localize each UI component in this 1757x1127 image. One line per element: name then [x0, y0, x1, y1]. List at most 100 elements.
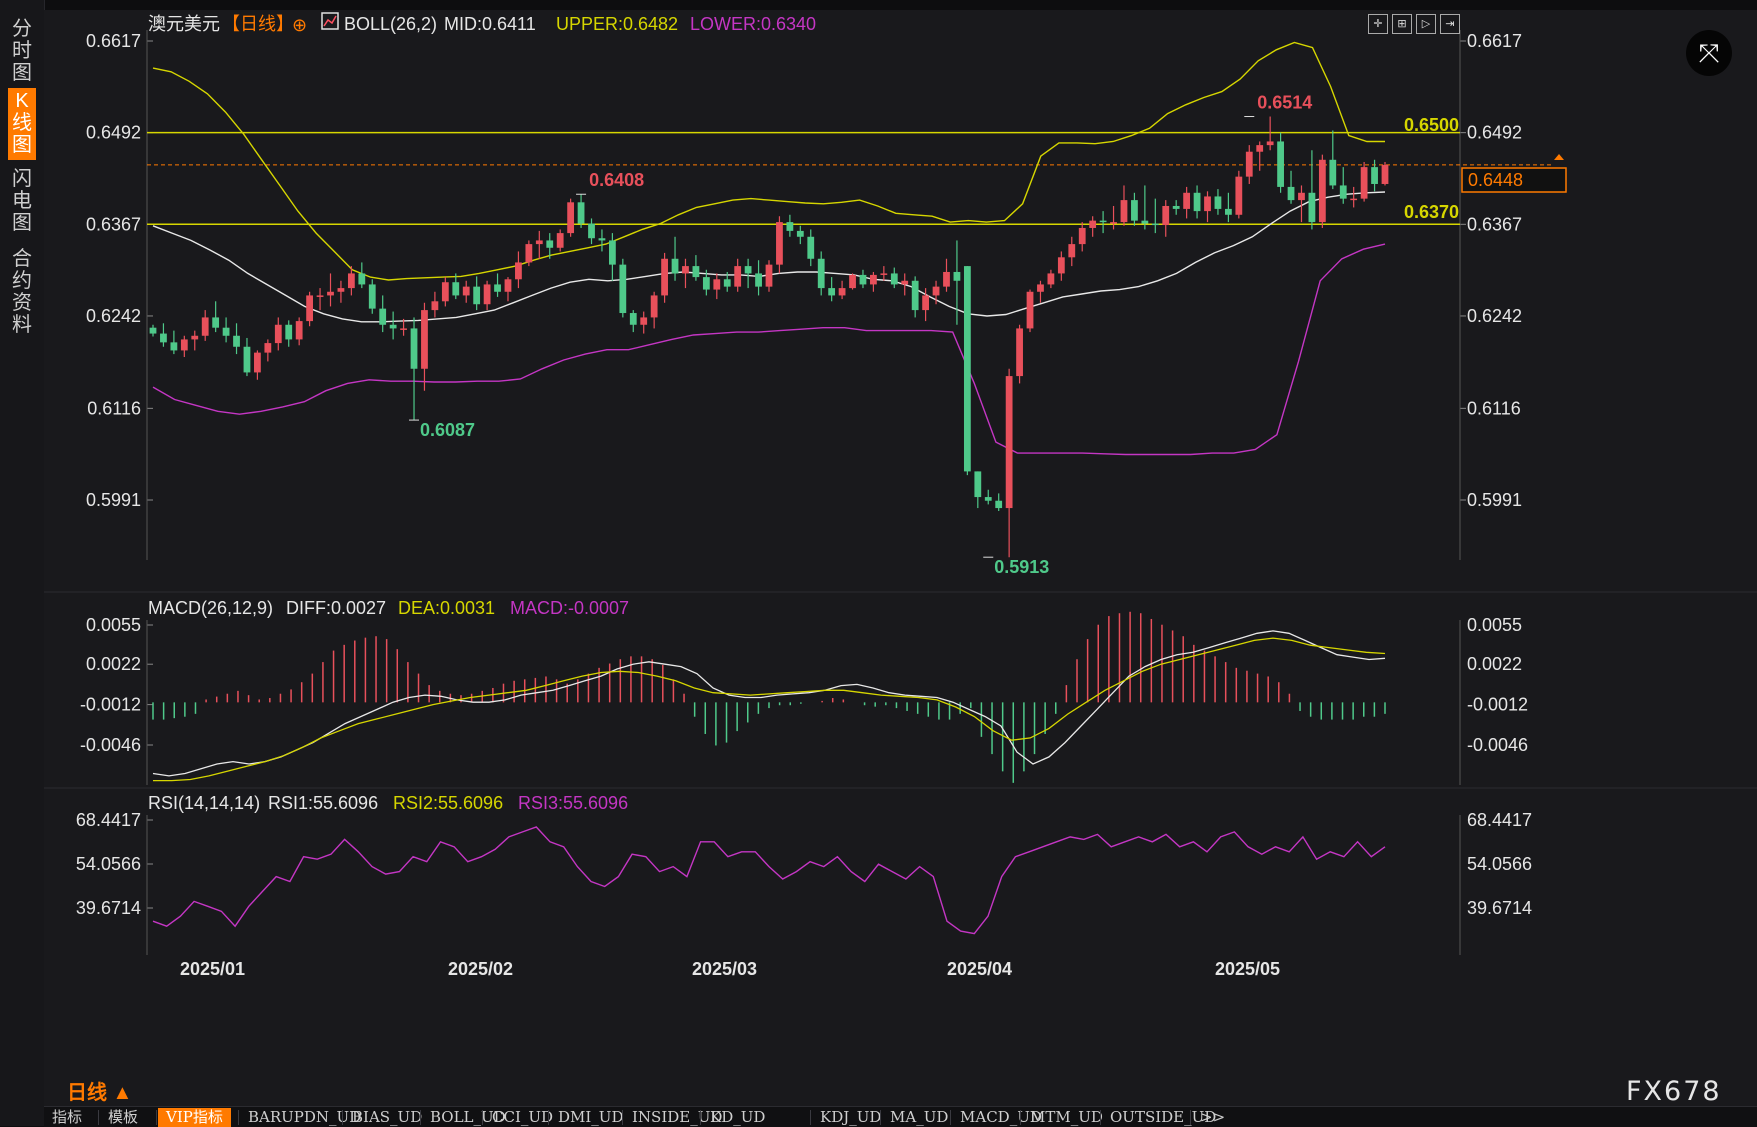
- macd-dea-value: DEA:0.0031: [398, 598, 495, 618]
- candle-down: [984, 497, 992, 501]
- indicator-tab-3[interactable]: BARUPDN_UD: [248, 1108, 362, 1126]
- indicator-tab-1[interactable]: 模板: [108, 1108, 139, 1126]
- candle-down: [233, 335, 240, 347]
- indicator-tab-2[interactable]: VIP指标: [158, 1108, 231, 1127]
- period-selector[interactable]: 日线 ▲: [67, 1082, 133, 1104]
- candle-up: [1037, 284, 1044, 292]
- candle-up: [337, 288, 345, 292]
- indicator-tab-7[interactable]: DMI_UD: [558, 1108, 624, 1126]
- indicator-tab-8[interactable]: INSIDE_UD: [632, 1108, 723, 1126]
- rsi-tick-left: 68.4417: [76, 810, 141, 830]
- boll-lower-line: [152, 243, 1386, 456]
- macd-hist-value: MACD:-0.0007: [510, 598, 629, 618]
- indicator-chart-icon[interactable]: [321, 12, 339, 30]
- indicator-tab-4[interactable]: BIAS_UD: [352, 1108, 423, 1126]
- date-label: 2025/05: [1215, 959, 1280, 979]
- indicator-tab-5[interactable]: BOLL_UD: [430, 1108, 506, 1126]
- rsi2-value: RSI2:55.6096: [393, 793, 503, 813]
- rsi-label: RSI(14,14,14): [148, 793, 260, 813]
- candle-up: [1204, 196, 1211, 212]
- candle-up: [1005, 376, 1013, 509]
- zoom-icon[interactable]: ⊞: [1392, 14, 1412, 34]
- indicator-tab-15[interactable]: >>: [1200, 1108, 1226, 1126]
- candle-up: [400, 328, 407, 330]
- candle-up: [1298, 192, 1305, 201]
- candle-up: [943, 271, 950, 287]
- rsi-tick-right: 54.0566: [1467, 854, 1532, 874]
- candle-down: [608, 240, 616, 265]
- boll-mid-line: [152, 191, 1386, 323]
- tab-separator: [1020, 1110, 1021, 1125]
- current-price-box: [1461, 167, 1567, 193]
- candle-up: [421, 310, 428, 369]
- rsi-tick-left: 54.0566: [76, 854, 141, 874]
- indicator-tab-14[interactable]: OUTSIDE_UD: [1110, 1108, 1217, 1126]
- candle-down: [598, 238, 606, 241]
- candle-down: [212, 317, 220, 328]
- add-symbol-icon[interactable]: ⊕: [292, 15, 307, 35]
- high-annotation-may: 0.6514: [1257, 93, 1312, 113]
- tab-contract-info[interactable]: 合约资料: [12, 248, 32, 336]
- candle-up: [556, 233, 564, 248]
- exit-fullscreen-icon[interactable]: ⤧: [1686, 30, 1732, 76]
- play-icon[interactable]: ▷: [1416, 14, 1436, 34]
- boll-mid-value: MID:0.6411: [444, 14, 536, 34]
- indicator-tab-0[interactable]: 指标: [52, 1108, 83, 1126]
- rsi-line: [152, 826, 1386, 935]
- price-tick-right: 0.5991: [1467, 490, 1522, 510]
- candle-down: [1287, 186, 1295, 201]
- candle-down: [755, 273, 762, 287]
- candle-down: [1224, 208, 1232, 215]
- candle-up: [734, 266, 742, 287]
- candle-up: [327, 291, 334, 296]
- boll-upper-line: [152, 41, 1385, 281]
- macd-tick-left: 0.0022: [86, 654, 141, 674]
- tab-flash-chart[interactable]: 闪电图: [12, 168, 32, 234]
- end-icon[interactable]: ⇥: [1440, 14, 1460, 34]
- indicator-chart-line-icon: [323, 15, 337, 27]
- candle-down: [160, 333, 167, 343]
- brand-watermark: FX678: [1626, 1076, 1722, 1107]
- tab-separator: [880, 1110, 881, 1125]
- candle-up: [1089, 220, 1097, 228]
- indicator-tab-9[interactable]: KD_UD: [710, 1108, 766, 1126]
- indicator-tab-6[interactable]: CCI_UD: [492, 1108, 554, 1126]
- tab-separator: [810, 1110, 811, 1125]
- candle-down: [588, 223, 595, 239]
- candle-up: [932, 286, 940, 296]
- indicator-tab-13[interactable]: MTM_UD: [1030, 1108, 1103, 1126]
- date-label: 2025/01: [180, 959, 245, 979]
- tab-separator: [622, 1110, 623, 1125]
- indicator-tab-11[interactable]: MA_UD: [890, 1108, 949, 1126]
- candle-up: [661, 258, 668, 296]
- candle-up: [640, 317, 648, 325]
- candle-up: [1256, 145, 1264, 152]
- candle-down: [285, 324, 293, 340]
- macd-label: MACD(26,12,9): [148, 598, 273, 618]
- candle-down: [1371, 167, 1378, 184]
- tab-separator: [950, 1110, 951, 1125]
- price-tick-left: 0.6617: [86, 31, 141, 51]
- tab-kline[interactable]: K线图: [8, 88, 36, 160]
- price-axes: 0.6617 0.6617 0.6492 0.6492 0.6367 0.6367 0.62…: [86, 30, 1522, 560]
- candle-up: [1266, 141, 1274, 146]
- tab-time-share[interactable]: 分时图: [12, 18, 32, 84]
- crosshair-icon[interactable]: ✛: [1368, 14, 1388, 34]
- candle-down: [890, 273, 898, 285]
- date-label: 2025/04: [947, 959, 1012, 979]
- indicator-tab-10[interactable]: KDJ_UD: [820, 1108, 882, 1126]
- rsi1-value: RSI1:55.6096: [268, 793, 378, 813]
- price-tick-left: 0.6367: [86, 214, 141, 234]
- candle-up: [535, 240, 543, 245]
- horizontal-levels: 0.6500 0.6370: [147, 115, 1552, 226]
- indicator-tab-12[interactable]: MACD_UD: [960, 1108, 1042, 1126]
- candle-up: [180, 339, 188, 351]
- boll-upper-value: UPPER:0.6482: [556, 14, 678, 34]
- candle-up: [441, 282, 449, 302]
- tab-separator: [342, 1110, 343, 1125]
- candle-down: [817, 258, 825, 289]
- bollinger-bands: [152, 41, 1386, 456]
- candle-down: [953, 271, 961, 281]
- rsi-tick-right: 39.6714: [1467, 898, 1532, 918]
